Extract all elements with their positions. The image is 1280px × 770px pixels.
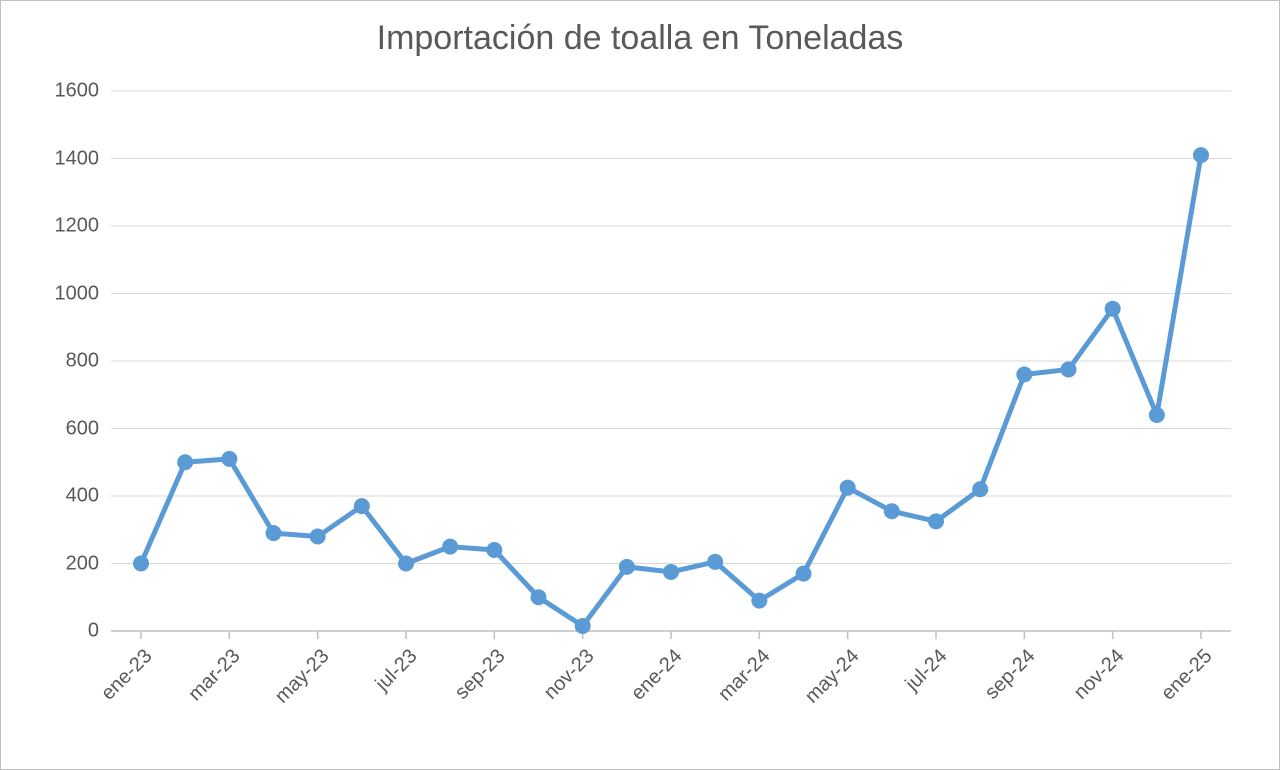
data-marker	[221, 451, 237, 467]
data-marker	[663, 564, 679, 580]
chart-container: Importación de toalla en Toneladas 0 200 4…	[0, 0, 1280, 770]
x-tick-label: may-23	[247, 645, 334, 732]
data-marker	[619, 559, 635, 575]
data-marker	[884, 503, 900, 519]
y-tick-label: 1200	[55, 215, 100, 238]
x-tick-label: sep-24	[954, 645, 1041, 732]
x-tick-label: sep-23	[424, 645, 511, 732]
data-marker	[796, 566, 812, 582]
x-tick-label: nov-24	[1042, 645, 1129, 732]
x-tick-label: ene-24	[600, 645, 687, 732]
data-marker	[1016, 367, 1032, 383]
y-tick-label: 1400	[55, 147, 100, 170]
data-marker	[177, 454, 193, 470]
x-tick-label: mar-24	[689, 645, 776, 732]
x-tick-label: jul-23	[335, 645, 422, 732]
chart-title: Importación de toalla en Toneladas	[1, 19, 1279, 58]
data-marker	[575, 618, 591, 634]
data-marker	[928, 513, 944, 529]
data-marker	[1149, 407, 1165, 423]
data-marker	[310, 529, 326, 545]
x-tick-label: nov-23	[512, 645, 599, 732]
chart-svg	[111, 91, 1231, 631]
y-tick-label: 800	[66, 350, 99, 373]
data-marker	[751, 593, 767, 609]
data-marker	[1193, 147, 1209, 163]
data-marker	[707, 554, 723, 570]
x-tick-label: may-24	[777, 645, 864, 732]
data-marker	[398, 556, 414, 572]
data-marker	[266, 525, 282, 541]
y-tick-label: 1600	[55, 80, 100, 103]
y-tick-label: 200	[66, 552, 99, 575]
data-marker	[354, 498, 370, 514]
data-marker	[442, 539, 458, 555]
data-marker	[486, 542, 502, 558]
x-tick-label: ene-23	[70, 645, 157, 732]
y-tick-label: 600	[66, 417, 99, 440]
data-marker	[1105, 301, 1121, 317]
data-marker	[840, 480, 856, 496]
y-tick-label: 0	[88, 620, 99, 643]
data-marker	[1061, 361, 1077, 377]
x-tick-label: ene-25	[1130, 645, 1217, 732]
plot-area	[111, 91, 1231, 631]
x-tick-label: mar-23	[159, 645, 246, 732]
x-tick-label: jul-24	[865, 645, 952, 732]
data-marker	[133, 556, 149, 572]
data-marker	[972, 481, 988, 497]
y-tick-label: 1000	[55, 282, 100, 305]
y-tick-label: 400	[66, 485, 99, 508]
data-marker	[531, 589, 547, 605]
